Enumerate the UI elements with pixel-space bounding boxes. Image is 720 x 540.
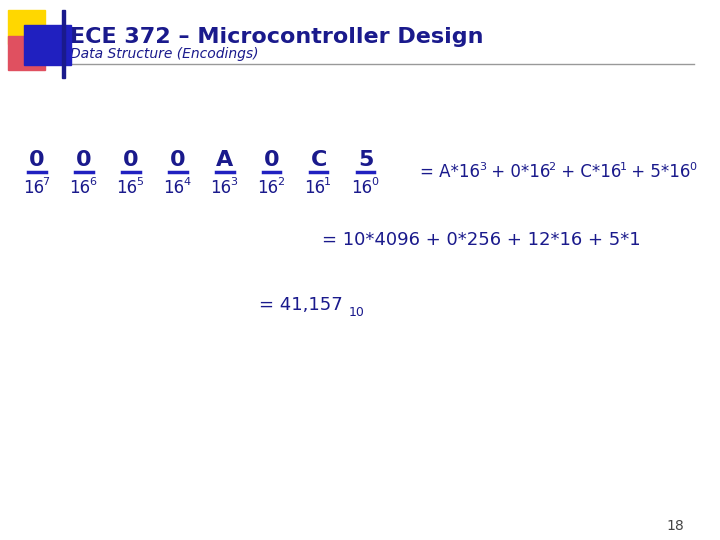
Text: 3: 3: [230, 177, 237, 187]
Text: + C*16: + C*16: [556, 163, 621, 181]
Text: + 0*16: + 0*16: [486, 163, 550, 181]
Text: 3: 3: [479, 162, 486, 172]
Text: 5: 5: [358, 150, 373, 170]
Text: 1: 1: [324, 177, 331, 187]
Bar: [62, 10, 65, 78]
Text: 4: 4: [183, 177, 190, 187]
Text: C: C: [310, 150, 327, 170]
Text: 7: 7: [42, 177, 50, 187]
Text: 16: 16: [304, 179, 325, 197]
Text: 5: 5: [136, 177, 143, 187]
Text: 10: 10: [349, 306, 365, 319]
Text: 0: 0: [30, 150, 45, 170]
Text: 0: 0: [264, 150, 279, 170]
Bar: [24, 25, 71, 65]
Bar: [8, 10, 45, 44]
Text: 2: 2: [277, 177, 284, 187]
Text: 16: 16: [163, 179, 184, 197]
Text: = 41,157: = 41,157: [259, 296, 343, 314]
Text: 2: 2: [549, 162, 556, 172]
Text: 0: 0: [170, 150, 186, 170]
Text: = 10*4096 + 0*256 + 12*16 + 5*1: = 10*4096 + 0*256 + 12*16 + 5*1: [323, 231, 641, 249]
Text: 16: 16: [22, 179, 44, 197]
Text: A: A: [216, 150, 233, 170]
Text: 0: 0: [371, 177, 378, 187]
Text: 0: 0: [76, 150, 92, 170]
Text: Data Structure (Encodings): Data Structure (Encodings): [71, 47, 259, 61]
Text: ECE 372 – Microcontroller Design: ECE 372 – Microcontroller Design: [71, 27, 484, 47]
Text: + 5*16: + 5*16: [626, 163, 690, 181]
Text: 18: 18: [666, 519, 684, 533]
Text: 16: 16: [210, 179, 231, 197]
Text: = A*16: = A*16: [420, 163, 480, 181]
Text: 1: 1: [619, 162, 626, 172]
Text: 16: 16: [117, 179, 138, 197]
Text: 16: 16: [70, 179, 91, 197]
Text: 6: 6: [89, 177, 96, 187]
Text: 0: 0: [689, 162, 696, 172]
Text: 16: 16: [351, 179, 372, 197]
Text: 0: 0: [123, 150, 139, 170]
Text: 16: 16: [257, 179, 279, 197]
Bar: [8, 36, 45, 70]
